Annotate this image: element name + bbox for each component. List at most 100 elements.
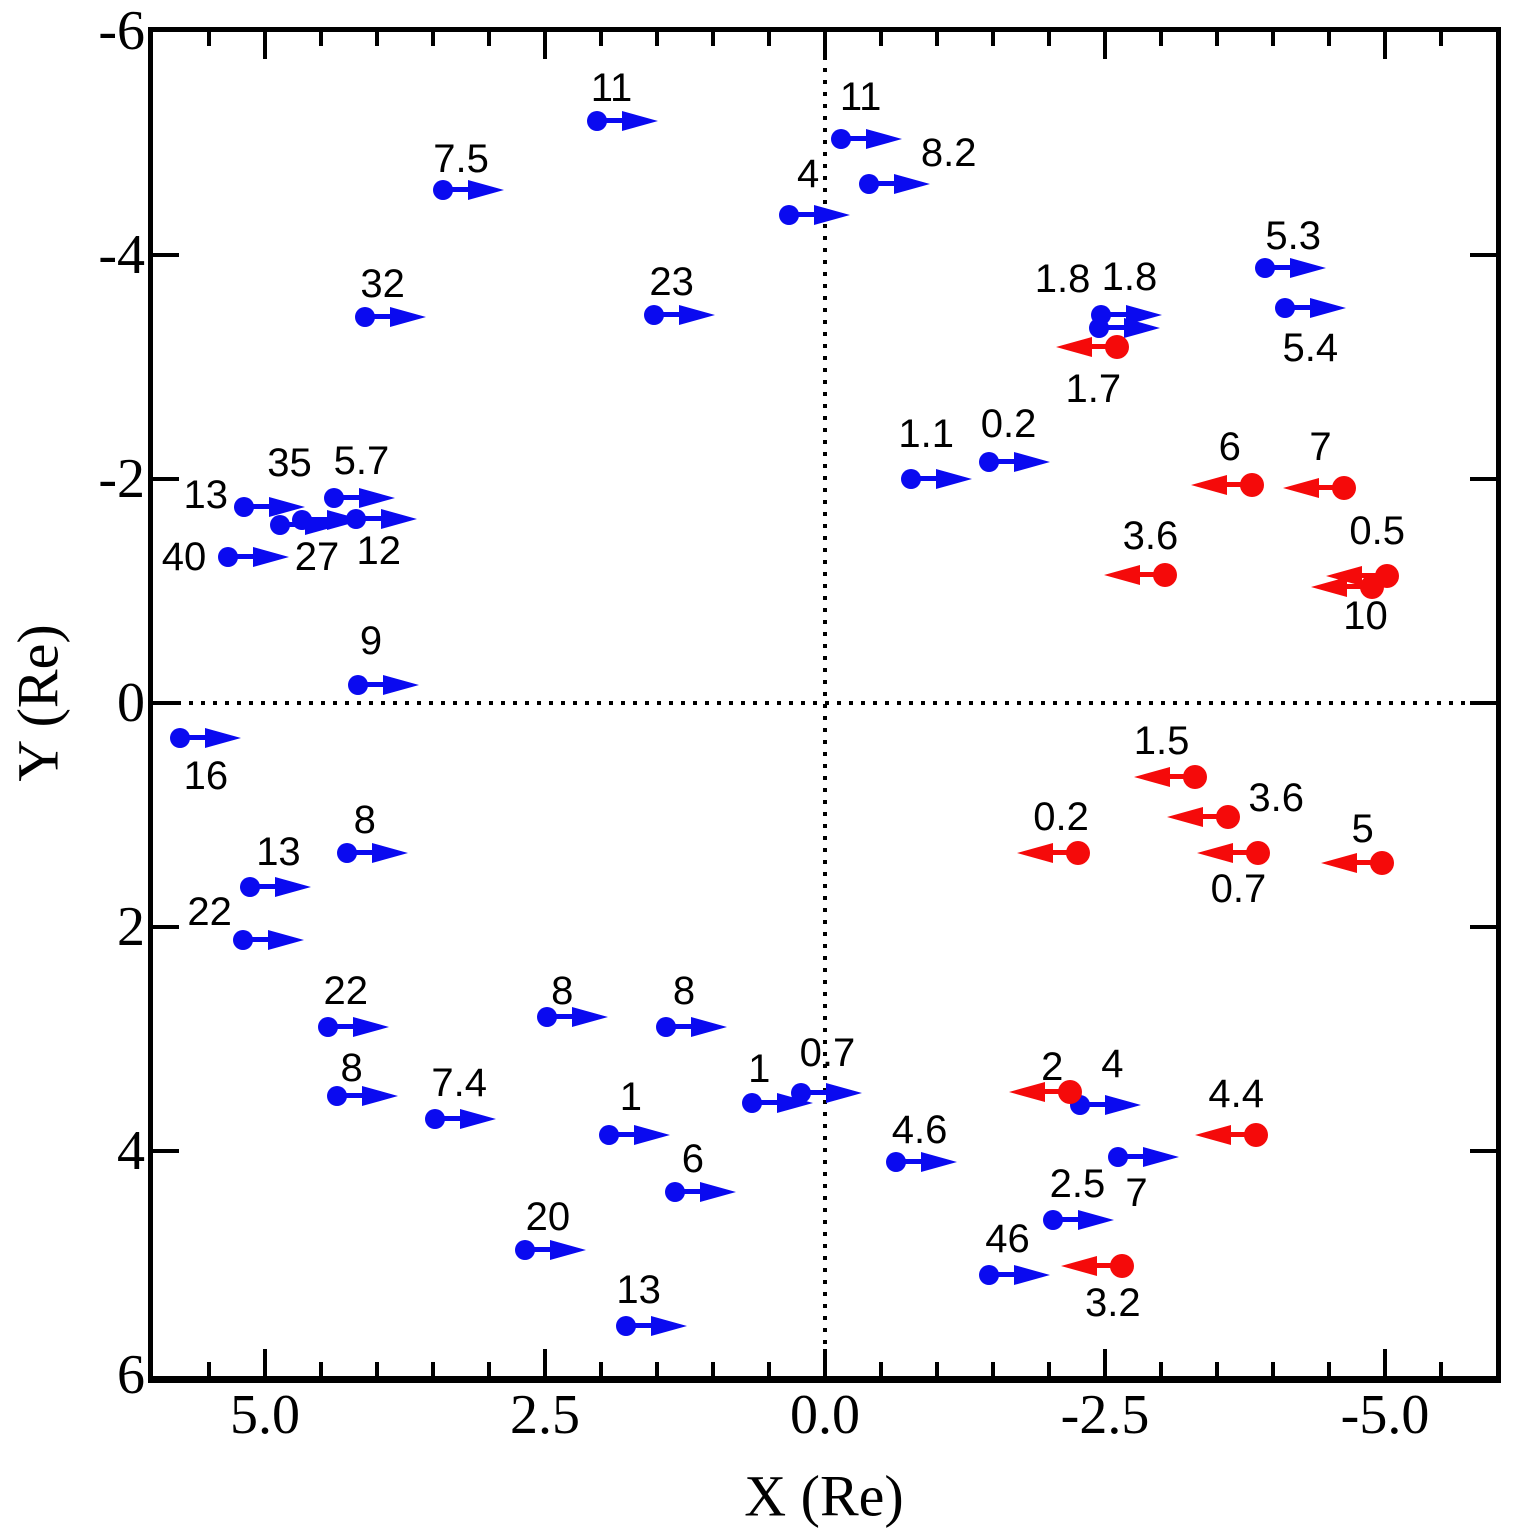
data-point-label: 2 (1041, 1044, 1064, 1089)
vector-shaft (801, 1089, 829, 1095)
vector-arrowhead (1078, 1210, 1115, 1231)
vector-shaft (988, 459, 1016, 465)
x-tick-label: 0.0 (790, 1384, 860, 1446)
data-point-label: 13 (256, 829, 301, 874)
data-point-label: 0.5 (1349, 509, 1406, 554)
vector-shaft (1080, 1102, 1108, 1108)
vector-shaft (524, 1246, 552, 1252)
data-point-label: 10 (1343, 593, 1388, 638)
vector-shaft (608, 1132, 636, 1138)
vector-arrowhead (352, 1016, 389, 1037)
vector-arrowhead (380, 509, 417, 530)
x-axis-minor-tick (1159, 32, 1163, 46)
vector-arrowhead (690, 1016, 727, 1037)
vector-arrowhead (621, 110, 658, 131)
vector-shaft (1229, 1132, 1257, 1138)
vector-arrowhead (359, 488, 396, 509)
vector-arrowhead (1190, 474, 1227, 495)
data-point-label: 1.1 (898, 412, 955, 456)
vector-shaft (1053, 1217, 1081, 1223)
x-tick-label: 5.0 (230, 1384, 300, 1446)
vector-shaft (336, 1093, 364, 1099)
data-point-label: 0.7 (1210, 867, 1267, 912)
vector-shaft (1043, 1088, 1071, 1094)
data-point-label: 9 (359, 619, 383, 664)
vector-arrowhead (267, 930, 304, 951)
vector-arrowhead (1167, 807, 1204, 828)
y-axis-major-tick (1470, 701, 1496, 705)
vector-shaft (242, 937, 270, 943)
x-tick-label: -2.5 (1060, 1384, 1150, 1446)
vector-arrowhead (699, 1182, 736, 1203)
vector-shaft (1090, 343, 1118, 349)
x-axis-minor-tick (375, 32, 379, 46)
x-axis-minor-tick (207, 1362, 211, 1376)
y-tick-label: 2 (117, 896, 145, 958)
vector-shaft (547, 1013, 575, 1019)
vector-shaft (334, 495, 362, 501)
data-point-label: 8 (340, 1046, 363, 1091)
x-axis-minor-tick (431, 32, 435, 46)
vector-shaft (250, 883, 278, 889)
vector-arrowhead (1133, 766, 1170, 787)
vector-arrowhead (826, 1082, 863, 1103)
x-axis-major-tick (543, 32, 547, 59)
vector-arrowhead (1009, 1081, 1046, 1102)
vector-shaft (228, 554, 256, 560)
x-axis-major-tick (1103, 32, 1107, 59)
y-tick-label: -4 (98, 224, 145, 286)
x-axis-minor-tick (599, 32, 603, 46)
data-point-label: 8 (551, 968, 574, 1013)
vector-shaft (911, 476, 939, 481)
data-point-label: 20 (525, 1194, 571, 1239)
data-point-label: 4 (1101, 1042, 1124, 1087)
vector-arrowhead (389, 306, 426, 327)
x-axis-minor-tick (767, 32, 771, 46)
x-axis-minor-tick (1271, 32, 1275, 46)
vector-shaft (346, 850, 374, 856)
x-axis-minor-tick (599, 1362, 603, 1376)
vector-shaft (868, 181, 896, 187)
data-point-label: 3.6 (1122, 514, 1179, 559)
vector-arrowhead (1310, 297, 1347, 318)
x-axis-major-tick (1383, 32, 1387, 59)
vector-shaft (988, 1272, 1016, 1278)
data-point-label: 27 (294, 535, 340, 580)
data-point-label: 4 (797, 151, 820, 196)
vector-arrowhead (678, 305, 715, 326)
data-point-label: 8 (672, 968, 696, 1013)
vector-shaft (435, 1115, 463, 1121)
x-axis-minor-tick (375, 1362, 379, 1376)
y-axis-major-tick (153, 253, 179, 257)
vector-shaft (1118, 1153, 1146, 1159)
x-axis-minor-tick (711, 32, 715, 46)
y-tick-label: 4 (117, 1120, 145, 1182)
y-axis-major-tick (1470, 477, 1496, 481)
vector-shaft (1224, 481, 1252, 487)
zero-line-vertical (823, 32, 827, 1376)
x-axis-minor-tick (935, 32, 939, 46)
data-point-label: 5.3 (1265, 214, 1321, 259)
data-point-label: 40 (161, 535, 207, 580)
data-point-label: 1.7 (1065, 366, 1122, 411)
y-axis-major-tick (153, 701, 179, 705)
y-tick-label: -2 (98, 448, 145, 510)
data-point-label: 2.5 (1049, 1162, 1106, 1207)
vector-shaft (357, 682, 385, 688)
data-point-label: 7 (1309, 424, 1332, 469)
data-point-label: 32 (360, 261, 405, 306)
data-point-label: 12 (356, 529, 401, 574)
vector-shaft (1316, 484, 1344, 490)
data-point-label: 3.6 (1248, 776, 1304, 821)
x-axis-major-tick (1103, 1349, 1107, 1376)
vector-shaft (752, 1099, 780, 1105)
x-axis-major-tick (823, 1349, 827, 1376)
vector-shaft (1201, 814, 1229, 820)
vector-shaft (1354, 860, 1382, 866)
data-point-label: 1 (619, 1075, 642, 1120)
y-tick-label: 6 (117, 1344, 145, 1406)
data-point-label: 1 (748, 1046, 771, 1091)
vector-arrowhead (371, 843, 408, 864)
vector-shaft (301, 517, 329, 523)
